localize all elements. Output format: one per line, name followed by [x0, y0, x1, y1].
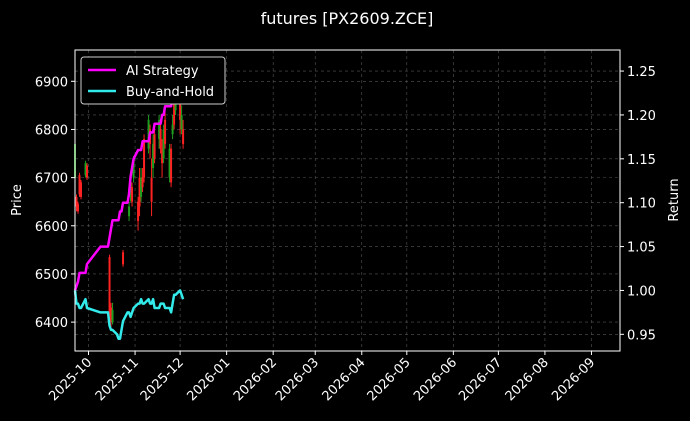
- legend-label-buy-and-hold: Buy-and-Hold: [126, 85, 214, 100]
- legend: AI Strategy Buy-and-Hold: [81, 57, 225, 104]
- x-tick-label: 2026-03: [273, 355, 322, 404]
- y-tick-label: 6700: [35, 172, 68, 187]
- candle-body: [131, 187, 133, 201]
- candle-body: [122, 252, 124, 264]
- y-axis-left: 6400 6500 6600 6700 6800 6900: [35, 75, 75, 331]
- y-axis-title: Price: [10, 184, 25, 216]
- y2-tick-label: 1.05: [627, 241, 656, 256]
- candle-body: [143, 139, 145, 178]
- candle-body: [77, 204, 79, 211]
- y-tick-label: 6400: [35, 316, 68, 331]
- y2-tick-label: 1.00: [627, 284, 656, 299]
- y2-tick-label: 1.20: [627, 109, 656, 124]
- chart-title: futures [PX2609.ZCE]: [261, 9, 434, 28]
- candle-body: [160, 129, 162, 148]
- candle-body: [170, 149, 172, 183]
- y2-tick-label: 1.25: [627, 65, 656, 80]
- x-tick-label: 2026-02: [231, 355, 280, 404]
- x-tick-label: 2025-11: [93, 355, 142, 404]
- x-tick-label: 2026-05: [365, 355, 414, 404]
- candle-body: [151, 178, 153, 202]
- x-tick-label: 2026-01: [184, 355, 233, 404]
- x-tick-label: 2025-10: [46, 355, 95, 404]
- candle-body: [164, 120, 166, 144]
- legend-label-ai-strategy: AI Strategy: [126, 64, 199, 79]
- x-axis: 2025-102025-112025-122026-012026-022026-…: [46, 351, 598, 404]
- candle-body: [128, 207, 130, 217]
- candle-body: [112, 310, 114, 322]
- y-tick-label: 6600: [35, 220, 68, 235]
- y-axis-right: 0.95 1.00 1.05 1.10 1.15 1.20 1.25: [620, 65, 656, 343]
- y2-tick-label: 0.95: [627, 328, 656, 343]
- candle-body: [181, 115, 183, 129]
- x-tick-label: 2026-04: [320, 355, 369, 404]
- x-tick-label: 2025-12: [138, 355, 187, 404]
- candle-body: [172, 125, 174, 135]
- y2-tick-label: 1.15: [627, 153, 656, 168]
- candle-body: [80, 182, 82, 196]
- x-tick-label: 2026-08: [503, 355, 552, 404]
- y2-tick-label: 1.10: [627, 197, 656, 212]
- y-tick-label: 6800: [35, 123, 68, 138]
- y-tick-label: 6900: [35, 75, 68, 90]
- candlesticks: [74, 81, 184, 327]
- candle-body: [86, 166, 88, 178]
- y-tick-label: 6500: [35, 268, 68, 283]
- x-tick-label: 2026-07: [456, 355, 505, 404]
- y2-axis-title: Return: [667, 178, 682, 221]
- candle-body: [182, 129, 184, 143]
- series-line-buy-and-hold: [75, 290, 183, 338]
- candle-body: [142, 178, 144, 188]
- x-tick-label: 2026-06: [411, 355, 460, 404]
- candle-body: [154, 134, 156, 158]
- x-tick-label: 2026-09: [549, 355, 598, 404]
